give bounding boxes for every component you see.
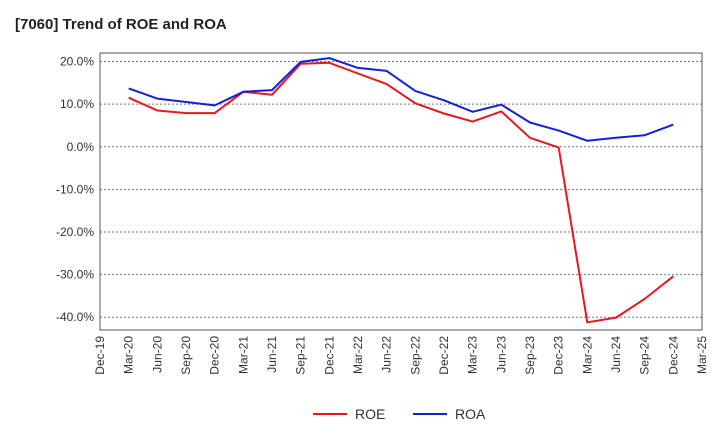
x-tick-label: Dec-19 — [93, 336, 107, 375]
x-tick-label: Jun-22 — [380, 336, 394, 373]
y-tick-label: 0.0% — [67, 140, 95, 154]
legend-label-roa: ROA — [455, 406, 486, 422]
plot-area-frame — [99, 52, 703, 331]
x-tick-label: Mar-24 — [580, 336, 594, 374]
x-tick-label: Sep-24 — [638, 336, 652, 375]
x-tick-label: Mar-22 — [351, 336, 365, 374]
series-lines — [128, 57, 674, 324]
x-tick-label: Jun-21 — [265, 336, 279, 373]
x-tick-label: Dec-23 — [552, 336, 566, 375]
chart-title: [7060] Trend of ROE and ROA — [15, 16, 227, 33]
series-line-roa — [128, 57, 674, 142]
x-tick-label: Sep-23 — [523, 336, 537, 375]
x-tick-label: Mar-21 — [236, 336, 250, 374]
x-tick-label: Mar-20 — [122, 336, 136, 374]
gridlines — [100, 61, 702, 318]
x-tick-label: Dec-22 — [437, 336, 451, 375]
y-axis-ticks: 20.0% 10.0% 0.0% -10.0% -20.0% -30.0% -40.0% — [56, 55, 94, 325]
y-tick-label: -30.0% — [56, 268, 94, 282]
x-tick-label: Sep-21 — [294, 336, 308, 375]
x-tick-label: Jun-20 — [150, 336, 164, 373]
x-tick-label: Dec-20 — [208, 336, 222, 375]
x-tick-label: Jun-23 — [494, 336, 508, 373]
x-tick-label: Jun-24 — [609, 336, 623, 373]
legend-label-roe: ROE — [355, 406, 385, 422]
series-line-roe — [128, 61, 674, 324]
x-axis-ticks: Dec-19 Mar-20 Jun-20 Sep-20 Dec-20 Mar-21 Jun-… — [93, 336, 709, 375]
legend: ROE ROA — [313, 406, 486, 422]
y-tick-label: 20.0% — [60, 55, 94, 69]
x-tick-label: Dec-24 — [666, 336, 680, 375]
x-tick-label: Mar-25 — [695, 336, 709, 374]
y-tick-label: -40.0% — [56, 310, 94, 324]
y-tick-label: -20.0% — [56, 225, 94, 239]
x-tick-label: Sep-22 — [408, 336, 422, 375]
x-tick-label: Sep-20 — [179, 336, 193, 375]
x-tick-label: Dec-21 — [322, 336, 336, 375]
y-tick-label: 10.0% — [60, 97, 94, 111]
y-tick-label: -10.0% — [56, 182, 94, 196]
x-tick-label: Mar-23 — [466, 336, 480, 374]
